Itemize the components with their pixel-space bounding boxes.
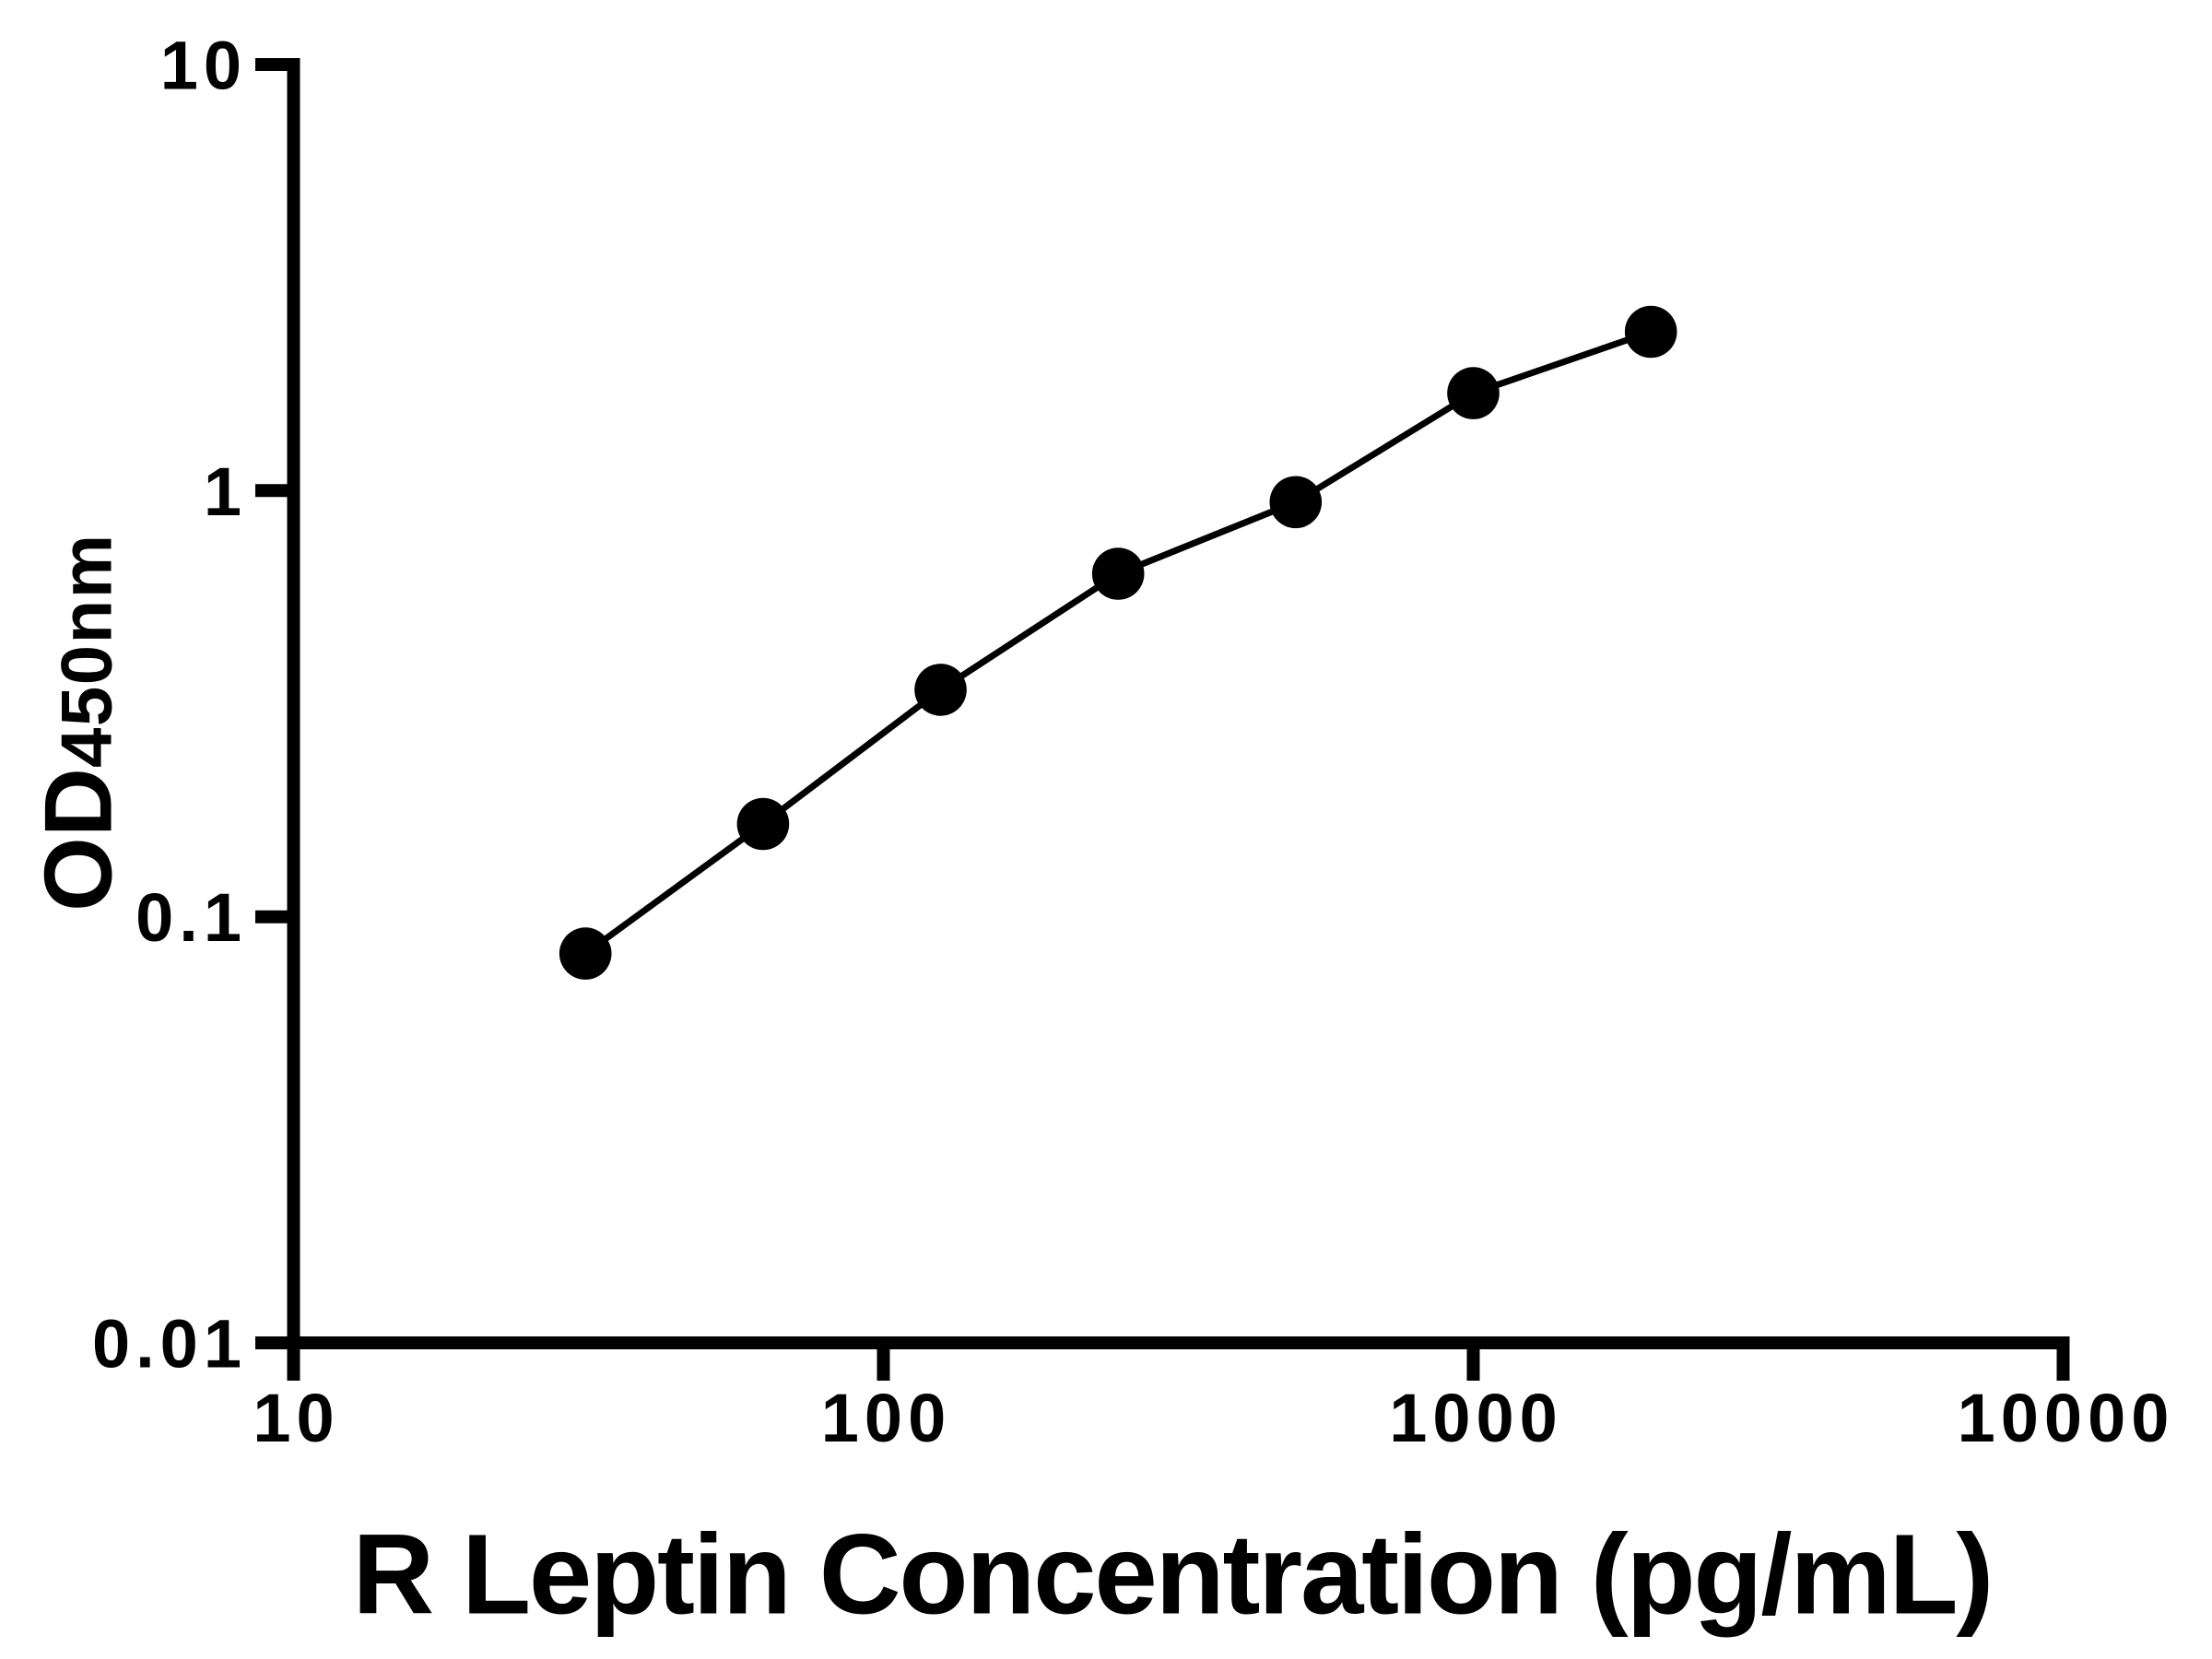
svg-text:10: 10: [160, 28, 247, 104]
svg-text:R Leptin Concentration (pg/mL): R Leptin Concentration (pg/mL): [352, 1512, 1992, 1639]
svg-text:0.1: 0.1: [135, 879, 247, 956]
svg-text:10: 10: [253, 1380, 339, 1456]
svg-text:1: 1: [204, 453, 247, 530]
svg-text:1000: 1000: [1389, 1380, 1563, 1456]
svg-text:10000: 10000: [1958, 1380, 2175, 1456]
svg-text:0.01: 0.01: [92, 1306, 247, 1382]
svg-text:100: 100: [821, 1380, 951, 1456]
